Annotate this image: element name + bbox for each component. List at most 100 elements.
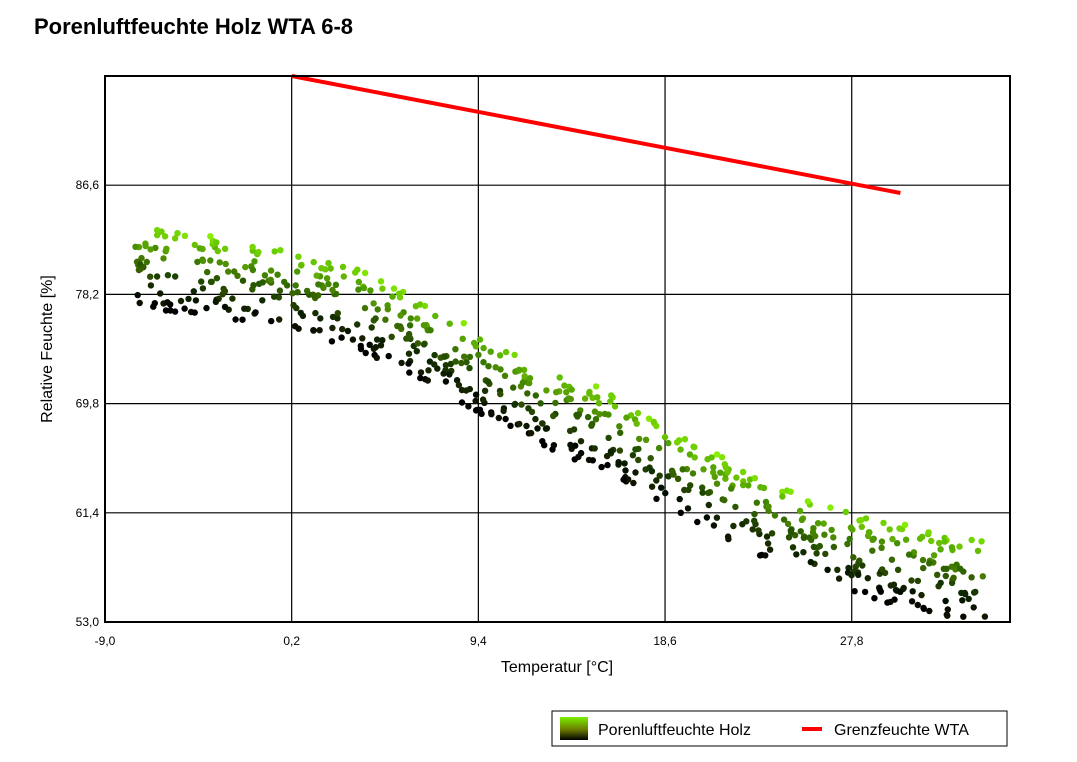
data-point: [676, 495, 683, 503]
data-point: [728, 485, 735, 492]
data-point: [608, 392, 615, 399]
data-point: [762, 552, 769, 559]
data-point: [311, 294, 319, 302]
data-point: [465, 403, 472, 410]
data-point: [323, 275, 331, 282]
data-point: [821, 531, 828, 538]
data-point: [653, 495, 660, 502]
data-point: [834, 566, 841, 573]
data-point: [897, 588, 904, 595]
data-point: [942, 572, 949, 580]
data-point: [916, 535, 924, 542]
data-point: [289, 290, 296, 297]
data-point: [751, 475, 758, 482]
data-point: [466, 353, 474, 361]
data-point: [181, 305, 188, 312]
data-point: [134, 291, 141, 299]
data-point: [472, 397, 479, 405]
data-point: [213, 275, 221, 282]
data-point: [275, 294, 283, 301]
data-point: [150, 303, 157, 310]
data-point: [234, 272, 241, 279]
data-point: [446, 371, 453, 378]
data-point: [354, 321, 361, 328]
data-point: [507, 422, 514, 429]
data-point: [334, 310, 341, 317]
data-point: [316, 327, 323, 334]
data-point: [466, 364, 473, 372]
data-point: [152, 244, 159, 252]
data-point: [592, 416, 600, 423]
data-point: [518, 401, 525, 408]
data-point: [250, 282, 257, 289]
data-point: [968, 574, 975, 581]
data-point: [705, 501, 712, 509]
data-point: [943, 611, 950, 618]
data-point: [370, 300, 377, 307]
data-point: [584, 413, 592, 421]
data-point: [581, 395, 589, 402]
data-point: [645, 415, 653, 422]
data-point: [232, 316, 239, 323]
data-point: [137, 265, 144, 273]
data-point: [194, 258, 201, 266]
data-point: [800, 534, 808, 541]
data-point: [704, 456, 711, 463]
y-tick-label: 69,8: [76, 397, 100, 411]
data-point: [154, 227, 161, 234]
data-point: [461, 353, 468, 360]
data-point: [268, 317, 275, 325]
data-point: [329, 286, 336, 294]
data-point: [431, 351, 438, 359]
y-axis-title: Relative Feuchte [%]: [39, 275, 56, 423]
data-point: [711, 473, 718, 481]
data-point: [889, 535, 896, 543]
data-point: [611, 403, 619, 410]
data-point: [622, 467, 629, 474]
data-point: [501, 372, 509, 379]
data-point: [950, 574, 957, 581]
data-point: [390, 285, 398, 292]
data-point: [556, 374, 563, 381]
chart-title: Porenluftfeuchte Holz WTA 6-8: [34, 14, 353, 39]
data-point: [616, 423, 623, 430]
data-point: [766, 546, 774, 553]
data-point: [604, 461, 611, 469]
data-point: [147, 246, 154, 253]
data-point: [739, 521, 746, 528]
data-point: [926, 560, 933, 567]
data-point: [163, 245, 170, 252]
data-point: [427, 327, 434, 334]
data-point: [920, 604, 927, 612]
data-point: [878, 544, 885, 551]
data-point: [658, 484, 665, 491]
data-point: [452, 358, 459, 365]
data-point: [297, 262, 305, 269]
data-point: [864, 575, 871, 582]
data-point: [442, 378, 450, 385]
y-tick-label: 86,6: [76, 178, 100, 192]
data-point: [497, 366, 504, 373]
data-point: [948, 544, 956, 551]
data-point: [322, 266, 329, 273]
data-point: [460, 320, 467, 327]
data-point: [561, 382, 568, 389]
data-point: [222, 260, 229, 268]
data-point: [677, 446, 684, 453]
data-point: [566, 427, 574, 435]
data-point: [798, 516, 806, 524]
data-point: [161, 233, 169, 240]
data-point: [862, 515, 870, 522]
data-point: [164, 299, 171, 306]
data-point: [310, 258, 317, 266]
data-point: [199, 257, 207, 264]
data-point: [137, 260, 144, 268]
data-point: [370, 317, 377, 324]
data-point: [520, 366, 528, 374]
data-point: [694, 518, 701, 526]
data-point: [136, 299, 143, 307]
data-point: [172, 273, 179, 280]
data-point: [656, 472, 663, 479]
data-point: [414, 315, 421, 322]
data-point: [577, 438, 585, 445]
